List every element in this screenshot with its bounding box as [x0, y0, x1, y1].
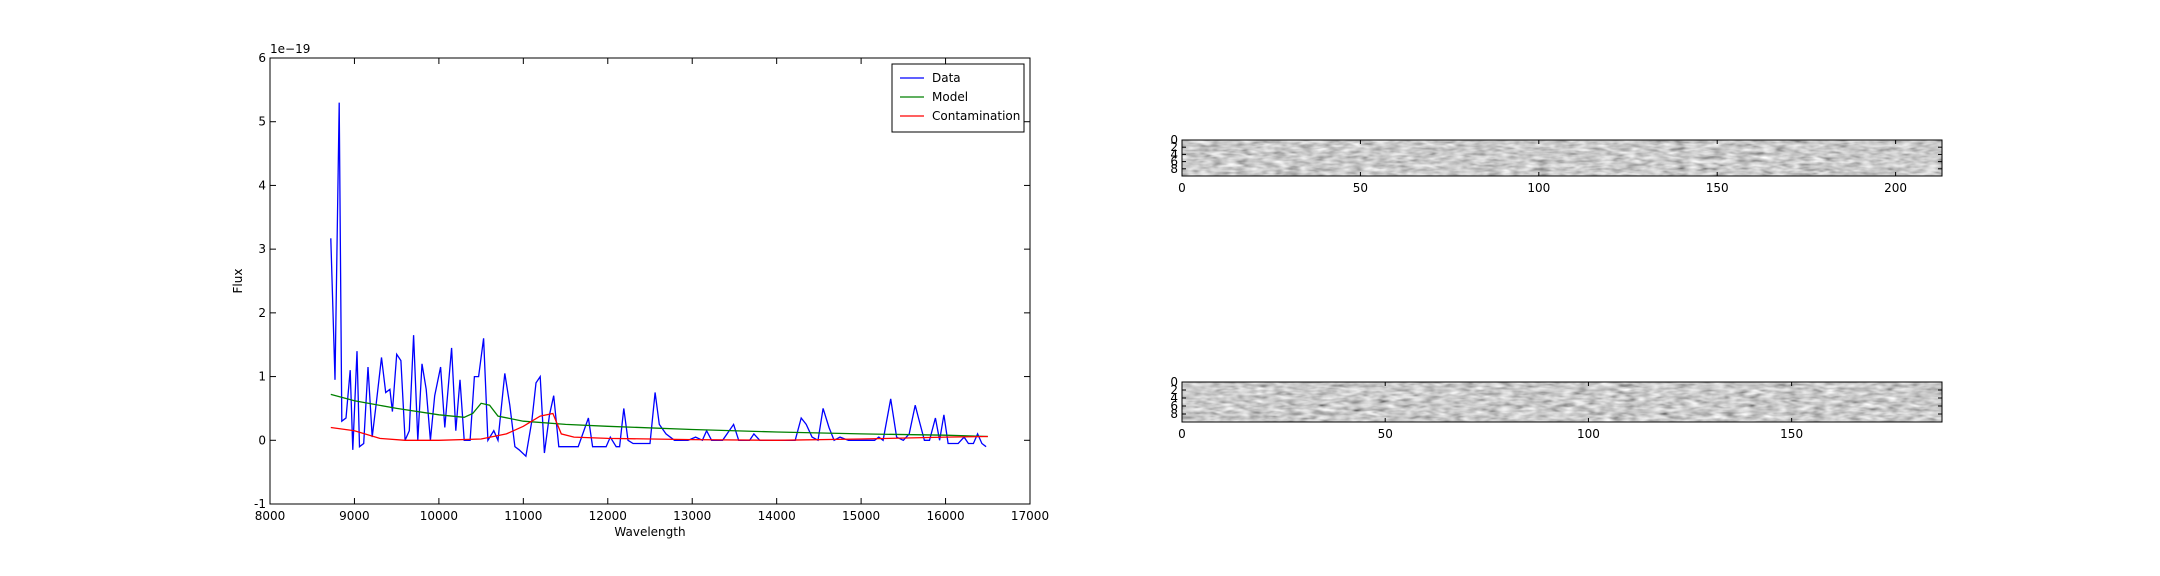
- x-axis-label: Wavelength: [614, 525, 685, 539]
- y-tick-label: 0: [1170, 133, 1178, 147]
- series-line: [330, 393, 988, 438]
- y-tick-label: 0: [258, 433, 266, 447]
- image-pixels: [1182, 140, 1942, 176]
- y-tick-label: 5: [258, 115, 266, 129]
- y-tick-label: 6: [258, 51, 266, 65]
- legend-label: Data: [932, 71, 961, 85]
- series-line: [330, 412, 988, 441]
- x-tick-label: 100: [1577, 427, 1600, 441]
- x-tick-label: 0: [1178, 427, 1186, 441]
- legend: Data Model Contamination: [891, 63, 1025, 133]
- x-tick-label: 11000: [504, 509, 542, 523]
- x-tick-label: 50: [1353, 181, 1368, 195]
- x-tick-label: 200: [1884, 181, 1907, 195]
- series-line: [330, 102, 987, 458]
- x-tick-label: 12000: [589, 509, 627, 523]
- y-axis-label: Flux: [231, 269, 245, 294]
- y-offset-label: 1e−19: [270, 42, 310, 56]
- y-tick-label: 4: [258, 178, 266, 192]
- legend-label: Contamination: [932, 109, 1020, 123]
- y-tick-label: 6: [1170, 155, 1178, 169]
- y-tick-label: 3: [258, 242, 266, 256]
- x-tick-label: 9000: [339, 509, 370, 523]
- y-tick-label: 4: [1170, 147, 1178, 161]
- x-tick-label: 0: [1178, 181, 1186, 195]
- x-tick-label: 13000: [673, 509, 711, 523]
- y-tick-label: 0: [1170, 375, 1178, 389]
- image-pixels: [1182, 382, 1942, 422]
- y-tick-label: 2: [1170, 383, 1178, 397]
- y-tick-label: -1: [254, 497, 266, 511]
- x-tick-label: 17000: [1011, 509, 1049, 523]
- x-tick-label: 8000: [255, 509, 286, 523]
- axes-frame: [1181, 139, 1943, 177]
- y-tick-label: 2: [1170, 140, 1178, 154]
- x-tick-label: 16000: [926, 509, 964, 523]
- y-tick-label: 8: [1170, 407, 1178, 421]
- x-tick-label: 100: [1527, 181, 1550, 195]
- x-tick-label: 10000: [420, 509, 458, 523]
- axes-frame: [269, 57, 1031, 505]
- x-tick-label: 150: [1706, 181, 1729, 195]
- legend-label: Model: [932, 90, 968, 104]
- y-tick-label: 2: [258, 306, 266, 320]
- y-tick-label: 1: [258, 370, 266, 384]
- y-tick-label: 4: [1170, 391, 1178, 405]
- x-tick-label: 50: [1378, 427, 1393, 441]
- x-tick-label: 15000: [842, 509, 880, 523]
- x-tick-label: 150: [1780, 427, 1803, 441]
- x-tick-label: 14000: [758, 509, 796, 523]
- y-tick-label: 6: [1170, 399, 1178, 413]
- legend-box: [891, 63, 1025, 133]
- axes-frame: [1181, 381, 1943, 423]
- y-tick-label: 8: [1170, 162, 1178, 176]
